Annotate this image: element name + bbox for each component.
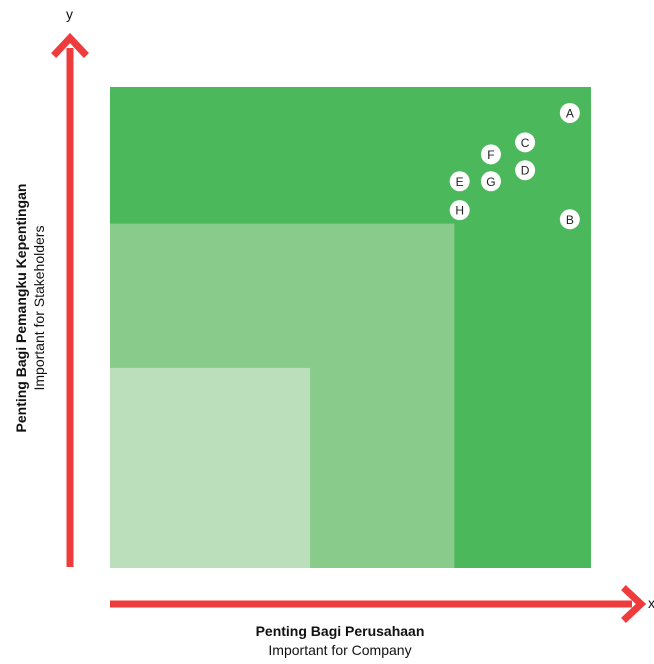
y-axis-subtitle: Important for Stakeholders <box>31 225 47 391</box>
point-marker <box>449 171 470 192</box>
point-label: D <box>521 164 530 178</box>
point-b: B <box>559 209 580 230</box>
point-label: C <box>521 136 530 150</box>
point-label: A <box>566 106 574 120</box>
point-h: H <box>449 200 470 221</box>
point-a: A <box>559 102 580 123</box>
y-axis-arrowhead <box>51 32 89 58</box>
zone-low <box>110 367 311 568</box>
zones-layer <box>110 87 591 568</box>
point-marker <box>480 171 501 192</box>
x-axis-arrowhead <box>621 585 647 623</box>
point-marker <box>515 132 536 153</box>
x-axis-subtitle: Important for Company <box>268 642 412 658</box>
point-marker <box>559 102 580 123</box>
points-layer: A B CD FG E H <box>449 102 580 230</box>
point-marker <box>559 209 580 230</box>
point-c: C <box>515 132 536 153</box>
axis-arrows <box>51 32 647 623</box>
x-axis-label-group: Penting Bagi Perusahaan Important for Co… <box>140 622 540 660</box>
point-label: B <box>566 213 574 227</box>
x-axis-title: Penting Bagi Perusahaan <box>255 623 425 639</box>
point-label: G <box>486 175 495 189</box>
point-marker <box>480 144 501 165</box>
point-marker <box>449 200 470 221</box>
y-axis-title: Penting Bagi Pemangku Kepentingan <box>13 183 29 433</box>
point-label: F <box>487 148 494 162</box>
point-e: E <box>449 171 470 192</box>
point-label: H <box>455 204 464 218</box>
point-g: G <box>480 171 501 192</box>
y-axis-letter: y <box>66 6 73 22</box>
point-marker <box>515 160 536 181</box>
point-label: E <box>456 175 464 189</box>
x-axis-letter: x <box>648 595 654 611</box>
point-d: D <box>515 160 536 181</box>
point-f: F <box>480 144 501 165</box>
